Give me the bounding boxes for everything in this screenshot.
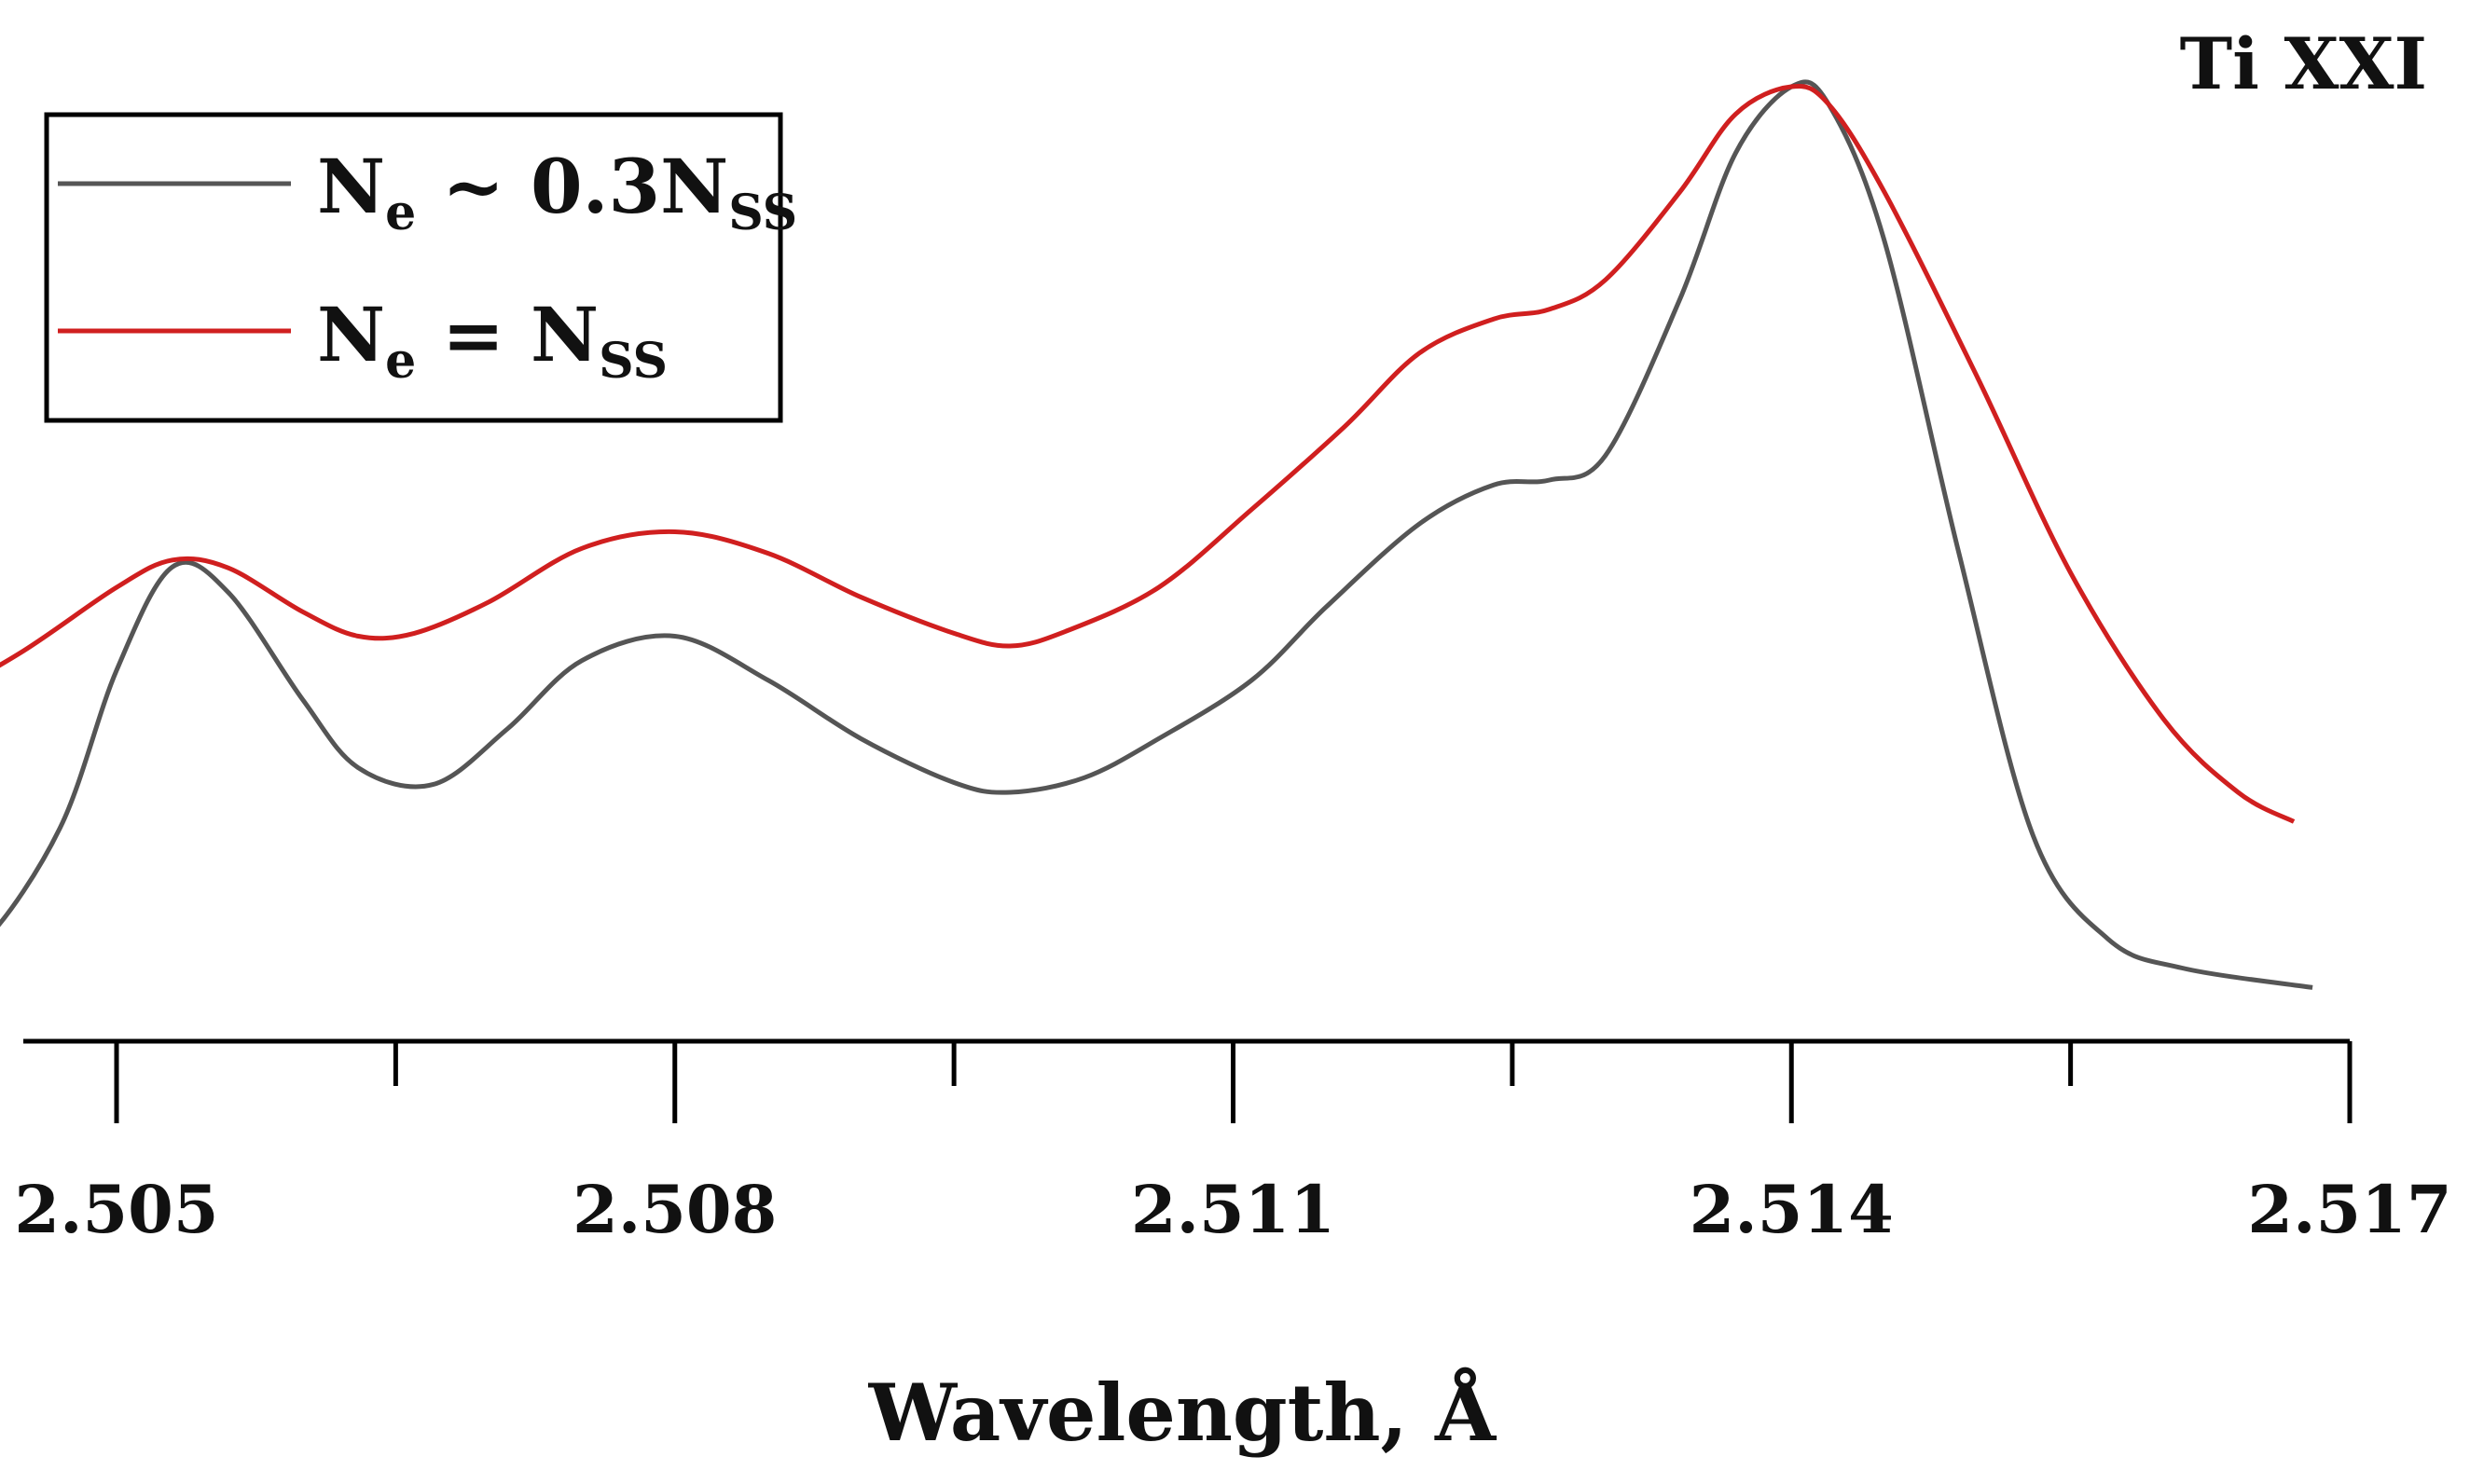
legend-box: [44, 112, 783, 423]
series-line-2: [0, 84, 2296, 824]
x-tick-label-1: 2.505: [14, 1171, 218, 1248]
series-line-1: [0, 79, 2313, 990]
legend-label-series-2-part-1: N: [317, 291, 385, 378]
x-axis-title: Wavelength, Å: [868, 1367, 1497, 1459]
x-tick-label-3: 2.511: [1131, 1171, 1335, 1248]
x-axis-ticks: 2.505 2.508 2.511 2.514 2.517: [14, 1041, 2452, 1248]
legend-label-series-2-part-2: e: [385, 333, 416, 390]
legend-label-series-1-part-4: SS: [728, 185, 797, 241]
x-tick-label-2: 2.508: [573, 1171, 777, 1248]
legend-label-series-2-part-4: SS: [599, 333, 668, 390]
legend-label-series-2-part-3: = N: [416, 291, 599, 378]
legend-label-series-1-part-1: N: [317, 143, 385, 230]
x-axis: 2.505 2.508 2.511 2.514 2.517: [14, 1038, 2452, 1248]
x-tick-label-5: 2.517: [2247, 1171, 2451, 1248]
legend-label-series-2: Ne = NSS: [317, 291, 668, 390]
legend-label-series-1-part-3: ~ 0.3N: [416, 143, 728, 230]
legend-label-series-1-part-2: e: [385, 185, 416, 241]
chart-title: Ti XXI: [2180, 22, 2427, 105]
legend: Ne ~ 0.3NSS Ne = NSS: [44, 112, 797, 423]
x-tick-label-4: 2.514: [1690, 1171, 1894, 1248]
plot-area: [0, 79, 2313, 990]
legend-label-series-1: Ne ~ 0.3NSS: [317, 143, 797, 241]
